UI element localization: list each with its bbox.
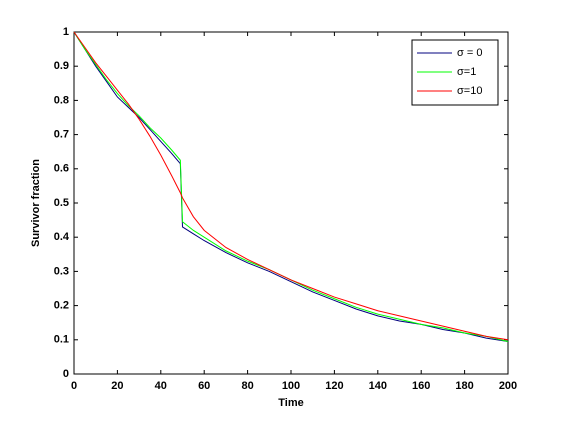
legend: σ = 0 σ=1 σ=10 [411, 39, 499, 106]
y-tick-label: 0 [63, 368, 69, 380]
y-tick-label: 0.9 [54, 60, 69, 72]
legend-label: σ = 0 [457, 47, 482, 59]
x-tick-label: 120 [325, 380, 343, 392]
y-axis-label: Survivor fraction [30, 159, 42, 247]
x-tick-label: 200 [499, 380, 517, 392]
legend-label: σ=1 [457, 66, 476, 78]
y-tick-label: 0.7 [54, 129, 69, 141]
x-axis-label: Time [278, 397, 303, 409]
x-tick-label: 180 [455, 380, 473, 392]
legend-label: σ=10 [457, 85, 482, 97]
series-line [73, 31, 509, 342]
y-tick-label: 0.6 [54, 163, 69, 175]
y-tick-label: 0.4 [54, 231, 70, 243]
y-tick-label: 0.5 [54, 197, 69, 209]
y-tick-label: 0.8 [54, 94, 69, 106]
x-tick-label: 20 [111, 380, 123, 392]
series-line [73, 31, 509, 343]
y-tick-label: 1 [63, 26, 69, 38]
y-tick-label: 0.2 [54, 300, 69, 312]
x-tick-label: 100 [282, 380, 300, 392]
x-tick-label: 0 [71, 380, 77, 392]
x-tick-label: 60 [198, 380, 210, 392]
x-tick-label: 160 [412, 380, 430, 392]
series-line [73, 31, 509, 341]
y-tick-label: 0.3 [54, 265, 69, 277]
x-tick-label: 80 [241, 380, 253, 392]
x-tick-label: 40 [155, 380, 167, 392]
y-tick-label: 0.1 [54, 334, 69, 346]
x-tick-label: 140 [369, 380, 387, 392]
